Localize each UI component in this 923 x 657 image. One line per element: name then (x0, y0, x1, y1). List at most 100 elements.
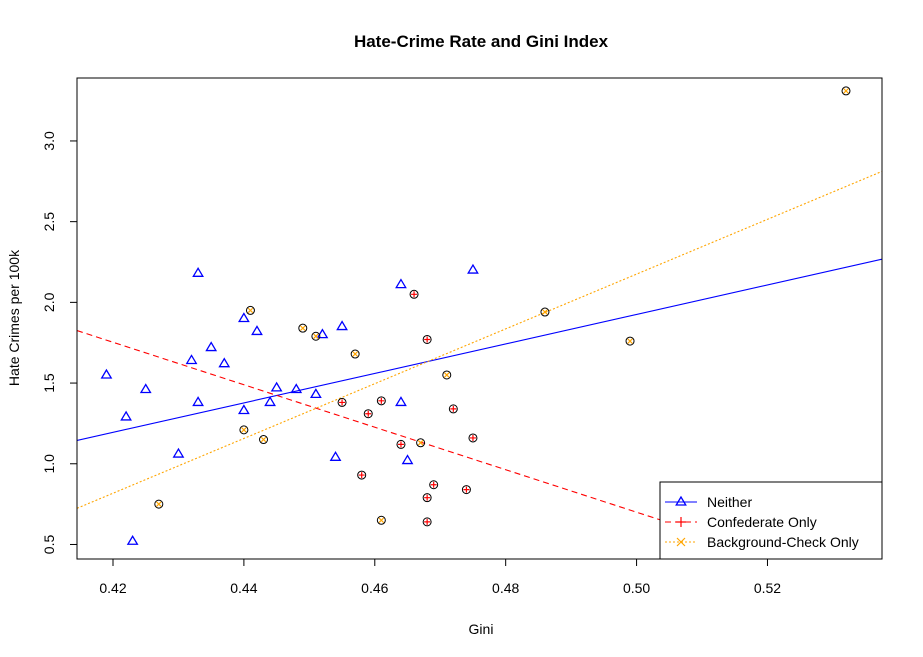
point-confederate-only (422, 517, 432, 527)
point-neither (264, 396, 276, 407)
legend-item-background-check-only: Background-Check Only (665, 534, 859, 550)
point-neither (192, 267, 204, 277)
point-background-check-only (540, 307, 550, 317)
y-tick-label: 2.0 (41, 292, 57, 312)
point-neither (251, 325, 263, 336)
point-neither (100, 368, 113, 379)
point-outline (396, 439, 406, 449)
point-outline (468, 433, 478, 443)
point-outline (422, 517, 432, 527)
point-neither (401, 454, 414, 465)
point-glyph (156, 501, 162, 507)
x-axis: 0.42 0.44 0.46 0.48 0.50 0.52 (99, 558, 781, 596)
point-confederate-only (448, 404, 458, 414)
legend-label: Confederate Only (707, 514, 817, 530)
point-outline (448, 404, 458, 414)
point-confederate-only (357, 470, 367, 480)
y-tick-label: 0.5 (41, 535, 57, 555)
legend: Neither Confederate Only Background-Check … (659, 481, 883, 560)
point-background-check-only (259, 435, 269, 445)
legend-marker (676, 517, 686, 527)
point-background-check-only (416, 438, 426, 448)
legend-marker (676, 537, 686, 547)
point-outline (357, 470, 367, 480)
point-confederate-only (422, 493, 432, 503)
point-glyph (365, 410, 372, 417)
x-tick-label: 0.52 (754, 580, 781, 596)
point-confederate-only (363, 409, 373, 419)
point-outline (350, 349, 360, 359)
point-glyph (378, 397, 385, 404)
point-glyph (627, 338, 633, 344)
point-glyph (417, 440, 424, 446)
point-confederate-only (337, 397, 347, 407)
point-outline (239, 425, 249, 435)
point-confederate-only (396, 439, 406, 449)
point-glyph (339, 399, 346, 406)
point-neither (237, 404, 250, 415)
point-glyph (542, 309, 548, 315)
legend-item-neither: Neither (665, 494, 752, 510)
point-outline (841, 86, 851, 96)
fit-line-neither (77, 258, 882, 441)
point-neither (309, 388, 322, 399)
legend-box (659, 481, 883, 560)
y-axis-label: Hate Crimes per 100k (6, 249, 22, 386)
legend-item-confederate-only: Confederate Only (665, 514, 817, 530)
point-neither (172, 447, 185, 458)
point-glyph (444, 372, 450, 378)
data-points (100, 86, 851, 545)
point-glyph (450, 405, 457, 412)
point-confederate-only (376, 396, 386, 406)
point-outline (625, 336, 635, 346)
point-confederate-only (461, 485, 471, 495)
y-tick-label: 2.5 (41, 212, 57, 232)
point-confederate-only (422, 334, 432, 344)
legend-label: Neither (707, 494, 752, 510)
legend-marker (675, 495, 687, 506)
x-tick-label: 0.46 (361, 580, 388, 596)
point-glyph (397, 441, 404, 448)
point-glyph (260, 436, 267, 443)
point-glyph (352, 351, 358, 357)
y-tick-label: 1.0 (41, 454, 57, 474)
point-glyph (411, 291, 418, 298)
point-neither (467, 263, 479, 274)
point-outline (363, 409, 373, 419)
chart-title: Hate-Crime Rate and Gini Index (354, 32, 609, 51)
point-outline (442, 370, 452, 380)
point-glyph (424, 336, 431, 343)
point-glyph (300, 325, 306, 331)
point-outline (311, 331, 321, 341)
point-glyph (469, 434, 476, 441)
point-outline (337, 397, 347, 407)
point-neither (126, 534, 139, 545)
point-background-check-only (376, 515, 386, 525)
point-neither (290, 383, 303, 394)
point-outline (416, 438, 426, 448)
point-neither (270, 381, 283, 392)
y-axis: 0.5 1.0 1.5 2.0 2.5 3.0 (41, 131, 78, 555)
point-confederate-only (429, 480, 439, 490)
point-glyph (463, 486, 470, 493)
point-background-check-only (442, 370, 452, 380)
point-background-check-only (298, 323, 308, 333)
point-background-check-only (625, 336, 635, 346)
point-neither (329, 451, 342, 461)
point-background-check-only (245, 305, 255, 315)
point-neither (336, 320, 348, 331)
point-confederate-only (409, 289, 419, 299)
point-neither (192, 396, 204, 407)
point-outline (461, 485, 471, 495)
point-glyph (247, 307, 254, 314)
point-outline (376, 515, 386, 525)
point-neither (395, 396, 407, 407)
point-neither (218, 357, 231, 368)
point-neither (316, 328, 329, 339)
point-glyph (430, 481, 437, 488)
x-tick-label: 0.50 (623, 580, 650, 596)
point-neither (395, 278, 407, 289)
legend-label: Background-Check Only (707, 534, 859, 550)
point-background-check-only (350, 349, 360, 359)
